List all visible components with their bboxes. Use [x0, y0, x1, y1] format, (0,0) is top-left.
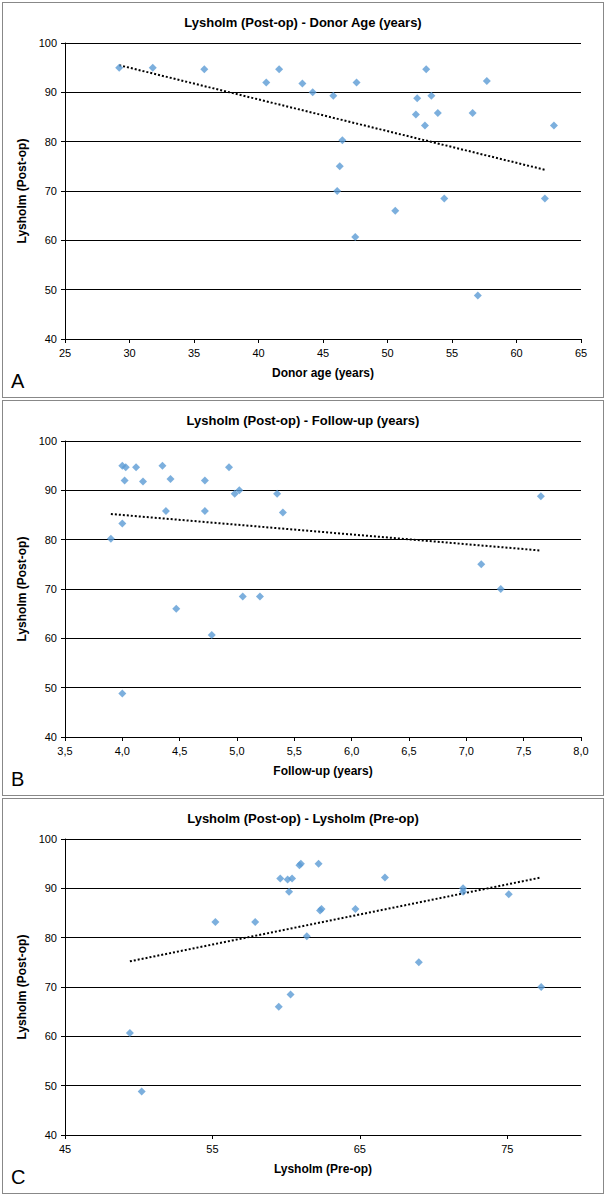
svg-text:55: 55 — [446, 347, 458, 359]
svg-text:50: 50 — [45, 682, 57, 694]
svg-text:3,5: 3,5 — [57, 745, 72, 757]
svg-text:45: 45 — [317, 347, 329, 359]
svg-text:60: 60 — [45, 1030, 57, 1042]
svg-text:70: 70 — [45, 185, 57, 197]
svg-text:30: 30 — [123, 347, 135, 359]
svg-text:Lysholm (Pre-op): Lysholm (Pre-op) — [274, 1162, 372, 1176]
svg-text:60: 60 — [510, 347, 522, 359]
svg-text:C: C — [11, 1166, 25, 1188]
svg-text:90: 90 — [45, 882, 57, 894]
svg-text:B: B — [11, 768, 24, 790]
svg-text:55: 55 — [206, 1143, 218, 1155]
svg-text:Lysholm (Post-op): Lysholm (Post-op) — [15, 139, 29, 244]
svg-text:90: 90 — [45, 86, 57, 98]
svg-text:70: 70 — [45, 981, 57, 993]
svg-text:6,5: 6,5 — [401, 745, 416, 757]
svg-text:Lysholm (Post-op) - Donor Age: Lysholm (Post-op) - Donor Age (years) — [184, 15, 421, 30]
svg-text:50: 50 — [45, 284, 57, 296]
svg-text:100: 100 — [39, 435, 57, 447]
svg-text:40: 40 — [45, 731, 57, 743]
svg-text:Donor age (years): Donor age (years) — [272, 366, 374, 380]
svg-text:7,0: 7,0 — [459, 745, 474, 757]
svg-text:100: 100 — [39, 833, 57, 845]
svg-text:100: 100 — [39, 37, 57, 49]
svg-text:90: 90 — [45, 484, 57, 496]
svg-text:6,0: 6,0 — [344, 745, 359, 757]
svg-text:Lysholm (Post-op): Lysholm (Post-op) — [15, 537, 29, 642]
svg-text:40: 40 — [45, 333, 57, 345]
svg-text:75: 75 — [501, 1143, 513, 1155]
svg-text:Lysholm (Post-op) - Lysholm (P: Lysholm (Post-op) - Lysholm (Pre-op) — [187, 811, 419, 826]
svg-text:70: 70 — [45, 583, 57, 595]
svg-text:Lysholm (Post-op) - Follow-up: Lysholm (Post-op) - Follow-up (years) — [187, 413, 420, 428]
svg-text:80: 80 — [45, 136, 57, 148]
svg-text:80: 80 — [45, 932, 57, 944]
svg-text:60: 60 — [45, 632, 57, 644]
svg-text:8,0: 8,0 — [573, 745, 588, 757]
svg-text:A: A — [11, 370, 25, 392]
svg-text:7,5: 7,5 — [516, 745, 531, 757]
svg-text:65: 65 — [354, 1143, 366, 1155]
svg-text:25: 25 — [59, 347, 71, 359]
svg-text:Follow-up (years): Follow-up (years) — [273, 764, 372, 778]
svg-text:40: 40 — [252, 347, 264, 359]
svg-text:65: 65 — [575, 347, 587, 359]
svg-text:45: 45 — [59, 1143, 71, 1155]
svg-text:60: 60 — [45, 234, 57, 246]
svg-text:35: 35 — [188, 347, 200, 359]
svg-text:80: 80 — [45, 534, 57, 546]
svg-text:Lysholm (Post-op): Lysholm (Post-op) — [15, 935, 29, 1040]
svg-text:50: 50 — [381, 347, 393, 359]
svg-text:40: 40 — [45, 1129, 57, 1141]
svg-text:5,5: 5,5 — [287, 745, 302, 757]
svg-text:4,0: 4,0 — [115, 745, 130, 757]
svg-text:5,0: 5,0 — [229, 745, 244, 757]
svg-text:4,5: 4,5 — [172, 745, 187, 757]
svg-text:50: 50 — [45, 1080, 57, 1092]
